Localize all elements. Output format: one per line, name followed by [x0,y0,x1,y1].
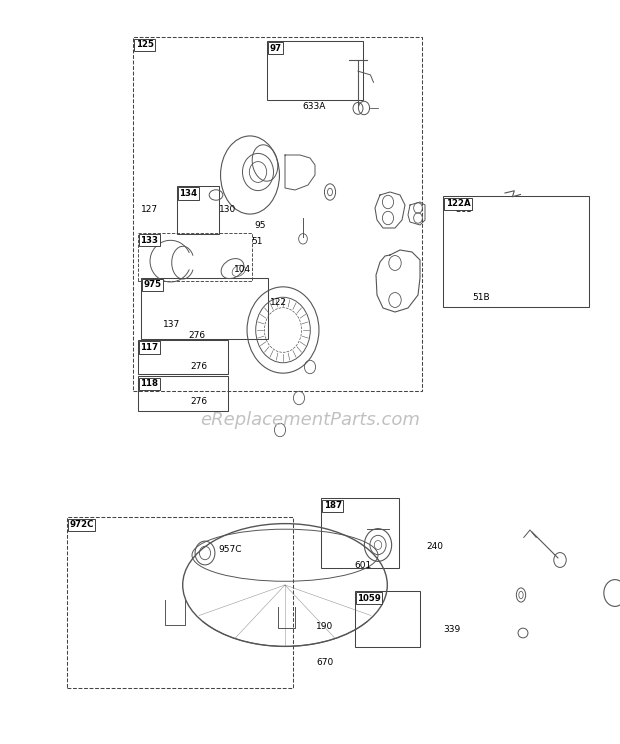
Bar [138,233,252,281]
Text: 190: 190 [316,622,334,631]
Text: 276: 276 [188,331,205,340]
Bar [133,37,422,391]
Text: 633A: 633A [302,102,326,111]
Text: 1059: 1059 [357,594,381,603]
Text: 365: 365 [456,205,473,214]
Text: 127: 127 [141,205,159,214]
Text: 125: 125 [136,40,154,49]
Text: 122: 122 [270,298,286,307]
Bar [443,196,589,307]
Text: 276: 276 [190,397,208,406]
Bar [355,591,420,647]
Text: eReplacementParts.com: eReplacementParts.com [200,411,420,429]
Bar [141,278,268,339]
Text: 240: 240 [427,542,443,551]
Bar [321,498,399,568]
Bar [138,340,228,374]
Text: 117: 117 [140,343,158,352]
Text: 95: 95 [254,221,266,230]
Text: 51: 51 [251,237,263,246]
Text: 118: 118 [140,379,158,388]
Text: 975: 975 [144,280,162,289]
Bar [138,376,228,411]
Text: 133: 133 [140,236,158,245]
Text: 130: 130 [219,205,236,214]
Text: 137: 137 [163,320,180,329]
Bar [177,186,219,234]
Text: 276: 276 [190,362,208,371]
Text: 187: 187 [324,501,342,510]
Text: 670: 670 [316,658,334,667]
Text: 104: 104 [234,265,251,274]
Text: 122A: 122A [446,199,471,208]
Bar [67,517,293,688]
Text: 97: 97 [269,44,281,53]
Text: 601: 601 [355,561,372,570]
Text: 972C: 972C [69,520,94,529]
Bar [267,41,363,100]
Text: 957C: 957C [218,545,242,554]
Text: 51B: 51B [472,293,490,302]
Text: 339: 339 [443,625,461,634]
Text: 134: 134 [179,189,197,198]
